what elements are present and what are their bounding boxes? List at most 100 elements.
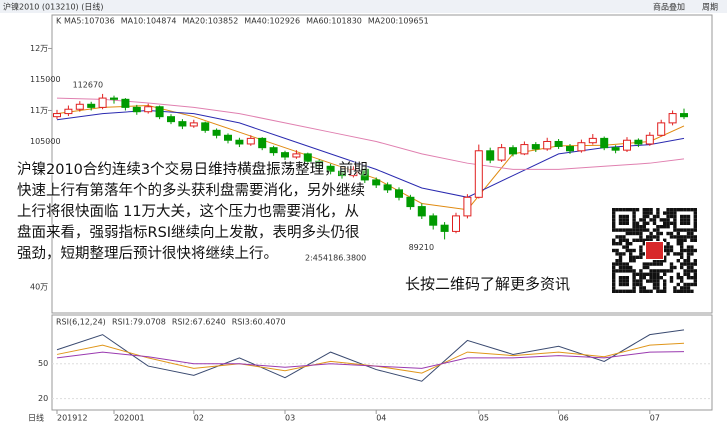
candle-body — [600, 137, 609, 149]
qr-cell — [632, 269, 636, 273]
qr-cell — [632, 208, 636, 212]
candle-body — [303, 153, 312, 162]
qr-cell — [676, 235, 680, 239]
qr-cell — [612, 286, 616, 290]
qr-cell — [666, 242, 670, 246]
annotation: 89210 — [409, 243, 434, 252]
qr-cell — [676, 228, 680, 232]
candle-body — [64, 108, 73, 115]
qr-cell — [629, 228, 633, 232]
qr-cell — [622, 228, 626, 232]
candle-body — [224, 134, 232, 141]
qr-cell — [656, 272, 660, 276]
qr-cell — [615, 242, 619, 246]
qr-cell — [632, 211, 636, 215]
qr-cell — [649, 269, 653, 273]
y-tick-label: 105000 — [30, 137, 61, 146]
qr-cell — [612, 262, 616, 266]
volume-label: 2:454186.3800 — [305, 254, 366, 263]
qr-cell — [612, 211, 616, 215]
qr-cell — [649, 235, 653, 239]
qr-cell — [646, 228, 650, 232]
qr-cell — [649, 262, 653, 266]
qr-cell — [680, 235, 684, 239]
rsi-line — [56, 329, 685, 382]
qr-cell — [686, 259, 691, 263]
qr-cell — [673, 211, 677, 215]
candle-body — [566, 145, 574, 152]
qr-cell — [656, 211, 660, 215]
qr-cell — [649, 218, 653, 222]
candle-body — [189, 122, 198, 127]
qr-cell — [649, 238, 653, 242]
candle-body — [167, 116, 175, 123]
qr-cell — [635, 221, 640, 225]
qr-cell — [612, 214, 616, 219]
qr-cell — [622, 269, 626, 273]
qr-cell — [642, 252, 646, 256]
candle-body — [429, 215, 438, 226]
qr-cell — [656, 225, 660, 229]
qr-cell — [629, 248, 633, 253]
qr-cell — [686, 282, 691, 287]
qr-cell — [663, 225, 667, 229]
qr-cell — [618, 235, 623, 239]
qr-cell — [676, 238, 680, 242]
qr-cell — [622, 214, 626, 219]
qr-cell — [632, 279, 636, 283]
candle-body — [178, 121, 187, 127]
qr-cell — [622, 289, 626, 293]
qr-cell — [680, 221, 684, 225]
candle-body — [509, 147, 517, 155]
qr-cell — [646, 221, 650, 225]
qr-cell — [649, 279, 653, 283]
candle-body — [634, 139, 643, 145]
qr-cell — [666, 221, 670, 225]
qr-cell — [632, 248, 636, 253]
button[interactable]: 周期 — [702, 3, 718, 12]
qr-cell — [683, 269, 687, 273]
qr-cell — [622, 279, 626, 283]
qr-cell — [625, 245, 629, 249]
y-tick-label: 11万 — [30, 106, 48, 115]
qr-cell — [693, 269, 697, 273]
qr-cell — [646, 235, 650, 239]
x-tick-label: 04 — [376, 414, 386, 423]
candle-body — [520, 144, 529, 155]
candle-body — [680, 113, 688, 118]
qr-cell — [615, 262, 619, 266]
candle-body — [75, 103, 84, 110]
qr-cell — [625, 238, 629, 242]
qr-cell — [656, 276, 660, 280]
qr-cell — [629, 265, 633, 270]
period-label: 日线 — [28, 413, 44, 423]
candle-body — [349, 168, 358, 177]
qr-cell — [622, 221, 626, 225]
candle-body — [474, 150, 483, 198]
qr-cell — [642, 272, 646, 276]
qr-cell — [656, 238, 660, 242]
qr-cell — [649, 231, 653, 236]
qr-cell — [680, 289, 684, 293]
qr-cell — [649, 208, 653, 212]
qr-cell — [639, 255, 643, 259]
qr-cell — [642, 208, 646, 212]
qr-cell — [652, 269, 657, 273]
qr-code — [610, 206, 699, 295]
qr-cell — [639, 245, 643, 249]
x-tick-label: 07 — [650, 414, 660, 423]
candle-body — [281, 152, 289, 158]
button[interactable]: 商品叠加 — [653, 2, 685, 12]
qr-cell — [686, 272, 691, 276]
qr-cell — [680, 252, 684, 256]
qr-cell — [618, 282, 623, 287]
qr-cell — [649, 211, 653, 215]
qr-cell — [666, 252, 670, 256]
qr-cell — [642, 238, 646, 242]
qr-cell — [693, 272, 697, 276]
overlay-line: 快速上行有第落年个的多头获利盘需要消化，另外继续 — [17, 183, 365, 199]
qr-cell — [673, 289, 677, 293]
rsi-panel — [51, 314, 713, 411]
qr-cell — [625, 282, 629, 287]
